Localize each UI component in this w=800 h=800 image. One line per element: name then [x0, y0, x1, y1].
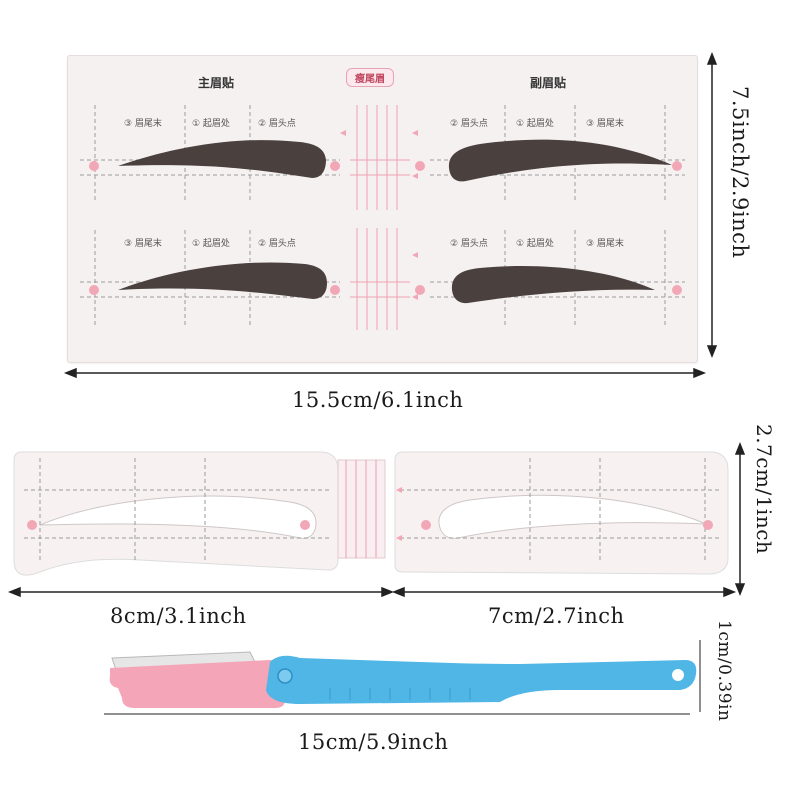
- sheet-width-label: 15.5cm/6.1inch: [292, 388, 464, 412]
- marker-start-label: ① 起眉处: [516, 119, 554, 129]
- razor-grip-lines: [329, 688, 471, 700]
- eyebrow-razor: [109, 651, 697, 708]
- marker-head-label: ② 眉头点: [450, 239, 488, 249]
- eyebrow-sticker-sheet: 主眉贴 瘦尾眉 副眉贴 ③ 眉尾末 ① 起眉处 ② 眉头点 ② 眉头点 ① 起眉…: [67, 55, 698, 363]
- marker-head-label: ② 眉头点: [450, 119, 488, 129]
- marker-start-label: ① 起眉处: [192, 119, 230, 129]
- marker-head-label: ② 眉头点: [258, 239, 296, 249]
- marker-tail-label: ③ 眉尾末: [124, 239, 162, 249]
- left-sheet-title: 主眉贴: [198, 76, 235, 90]
- razor-blue-handle: [266, 655, 697, 704]
- stencil-right-cutout: [438, 494, 707, 539]
- marker-start-label: ① 起眉处: [192, 239, 230, 249]
- stencil-right-guides: [400, 458, 720, 560]
- eyebrow-stickers: [118, 139, 672, 304]
- stencil-left-ruler-lines: [345, 460, 377, 558]
- razor-pivot: [277, 668, 293, 684]
- stencil-left-width-label: 8cm/3.1inch: [110, 604, 247, 628]
- sheet-height-label: 7.5inch/2.9inch: [728, 86, 752, 259]
- eyebrow-sticker-right-top: [448, 139, 672, 182]
- sheet-guides: [80, 105, 685, 325]
- marker-tail-label: ③ 眉尾末: [124, 119, 162, 129]
- stencil-height-label: 2.7cm/1inch: [752, 424, 776, 555]
- razor-length-label: 15cm/5.9inch: [298, 730, 449, 754]
- razor-pink-head: [109, 660, 286, 708]
- stencil-right-width-label: 7cm/2.7inch: [488, 604, 625, 628]
- center-sheet-title: 瘦尾眉: [346, 68, 394, 87]
- marker-head-label: ② 眉头点: [258, 119, 296, 129]
- marker-start-label: ① 起眉处: [516, 239, 554, 249]
- razor-hang-hole: [672, 669, 684, 681]
- stencil-left-cutout: [39, 495, 317, 539]
- eyebrow-sticker-right-bottom: [451, 266, 655, 304]
- pink-marker-dots: [89, 161, 682, 295]
- center-ruler-strips: [350, 105, 410, 330]
- razor-height-label: 1cm/0.39in: [714, 620, 734, 722]
- right-sheet-title: 副眉贴: [530, 76, 567, 90]
- eyebrow-sticker-left-bottom: [118, 262, 327, 299]
- marker-tail-label: ③ 眉尾末: [586, 239, 624, 249]
- eyebrow-sticker-left-top: [118, 140, 326, 178]
- pink-arrows: [340, 130, 418, 300]
- stencil-left-guides: [24, 458, 330, 560]
- dimension-arrows: [7, 51, 746, 715]
- marker-tail-label: ③ 眉尾末: [586, 119, 624, 129]
- stencil-left-ruler: [337, 459, 386, 559]
